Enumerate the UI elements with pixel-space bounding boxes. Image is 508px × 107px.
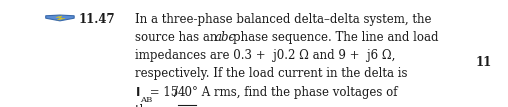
- Text: source has an: source has an: [135, 31, 221, 44]
- Text: -phase sequence. The line and load: -phase sequence. The line and load: [229, 31, 439, 44]
- Text: /: /: [174, 86, 178, 99]
- Text: 11: 11: [475, 56, 492, 69]
- Text: respectively. If the load current in the delta is: respectively. If the load current in the…: [135, 67, 407, 80]
- Text: the source: the source: [135, 104, 198, 107]
- Text: impedances are 0.3 +  j0.2 Ω and 9 +  j6 Ω,: impedances are 0.3 + j0.2 Ω and 9 + j6 Ω…: [135, 49, 395, 62]
- Text: A rms, find the phase voltages of: A rms, find the phase voltages of: [198, 86, 397, 99]
- Text: 11.47: 11.47: [79, 13, 115, 26]
- Text: AB: AB: [140, 96, 152, 104]
- Text: = 15: = 15: [146, 86, 178, 99]
- Text: $\mathbf{I}$: $\mathbf{I}$: [135, 86, 140, 99]
- Text: In a three-phase balanced delta–delta system, the: In a three-phase balanced delta–delta sy…: [135, 13, 431, 26]
- Text: source has an: source has an: [135, 31, 221, 44]
- Text: 40°: 40°: [178, 86, 199, 99]
- Text: abc: abc: [215, 31, 236, 44]
